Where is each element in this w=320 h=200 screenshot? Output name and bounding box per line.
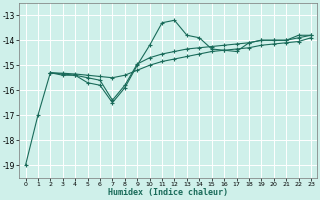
X-axis label: Humidex (Indice chaleur): Humidex (Indice chaleur) [108,188,228,197]
